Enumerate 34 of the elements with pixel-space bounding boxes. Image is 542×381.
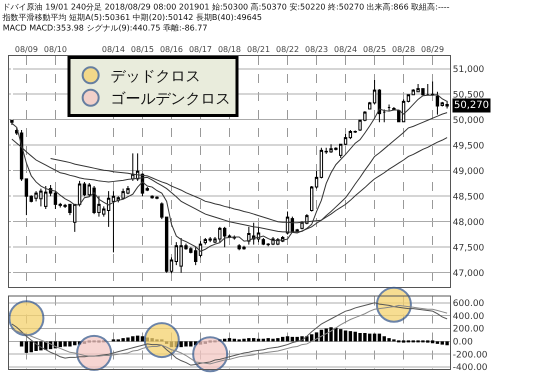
x-tick-label: 08/15 <box>130 44 154 54</box>
y-tick-label: 49,000 <box>452 166 485 177</box>
y-tick-label: 200.00 <box>452 324 485 335</box>
y-tick-label: 47,500 <box>452 243 485 254</box>
chart-title: ドバイ原油 19/01 240分足 2018/08/29 08:00 201901 始:50300 高:50370 安:50220 終:50270 出来高:866 取組高:---- <box>2 2 450 12</box>
y-tick-label: 48,500 <box>452 192 485 202</box>
x-tick-label: 08/25 <box>363 44 386 54</box>
y-tick-label: 0.00 <box>452 338 474 348</box>
y-tick-label: -200.00 <box>452 350 488 360</box>
x-tick-label: 08/17 <box>188 44 212 54</box>
x-tick-label: 08/24 <box>334 44 358 54</box>
y-tick-label: 50,500 <box>452 90 485 100</box>
y-tick-label: 600.00 <box>452 298 485 309</box>
x-tick-label: 08/09 <box>14 44 38 54</box>
y-tick-label: 48,000 <box>452 218 485 228</box>
x-tick-label: 08/28 <box>392 44 416 54</box>
x-tick-label: 08/16 <box>160 44 183 54</box>
legend-label: ゴールデンクロス <box>110 90 231 108</box>
y-tick-label: 49,500 <box>452 141 485 152</box>
y-tick-label: 47,000 <box>452 268 485 279</box>
x-tick-label: 08/21 <box>246 44 270 54</box>
y-tick-label: 50,000 <box>452 116 485 126</box>
x-tick-label: 08/10 <box>44 44 67 54</box>
y-tick-label: -400.00 <box>452 363 488 374</box>
annotation: 50,270 <box>454 100 489 111</box>
x-tick-label: 08/22 <box>276 44 300 54</box>
y-tick-label: 51,000 <box>452 64 485 75</box>
y-tick-label: 400.00 <box>452 312 485 322</box>
x-tick-label: 08/23 <box>305 44 328 54</box>
x-tick-label: 08/29 <box>421 44 444 54</box>
chart-subtitle: 指数平滑移動平均 短期A(5):50361 中期(20):50142 長期B(40):49645 MACD MACD:353.98 シグナル(9):440.75 乖離:-86.77 <box>2 12 262 32</box>
legend-label: デッドクロス <box>110 67 201 86</box>
x-tick-label: 08/18 <box>218 44 242 54</box>
x-tick-label: 08/14 <box>102 44 125 54</box>
